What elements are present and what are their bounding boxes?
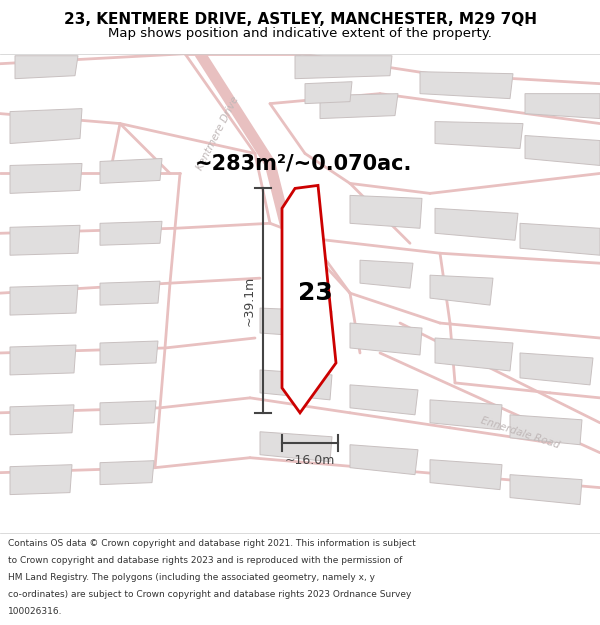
Polygon shape: [100, 401, 156, 425]
Polygon shape: [435, 338, 513, 371]
Polygon shape: [15, 56, 78, 79]
Polygon shape: [10, 405, 74, 435]
Polygon shape: [10, 225, 80, 255]
Text: HM Land Registry. The polygons (including the associated geometry, namely x, y: HM Land Registry. The polygons (includin…: [8, 573, 375, 582]
Polygon shape: [435, 122, 523, 149]
Polygon shape: [100, 281, 160, 305]
Polygon shape: [520, 223, 600, 255]
Polygon shape: [282, 186, 336, 412]
Polygon shape: [100, 221, 162, 245]
Text: Contains OS data © Crown copyright and database right 2021. This information is : Contains OS data © Crown copyright and d…: [8, 539, 416, 548]
Text: ~39.1m: ~39.1m: [242, 276, 256, 326]
Polygon shape: [10, 109, 82, 144]
Polygon shape: [360, 260, 413, 288]
Polygon shape: [10, 345, 76, 375]
Polygon shape: [520, 353, 593, 385]
Polygon shape: [430, 460, 502, 489]
Text: Ennerdale Road: Ennerdale Road: [479, 415, 561, 450]
Polygon shape: [10, 285, 78, 315]
Text: Map shows position and indicative extent of the property.: Map shows position and indicative extent…: [108, 28, 492, 40]
Polygon shape: [350, 196, 422, 228]
Polygon shape: [100, 341, 158, 365]
Text: ~16.0m: ~16.0m: [285, 454, 335, 468]
Text: 23: 23: [298, 281, 332, 305]
Polygon shape: [260, 308, 332, 338]
Text: co-ordinates) are subject to Crown copyright and database rights 2023 Ordnance S: co-ordinates) are subject to Crown copyr…: [8, 590, 411, 599]
Text: ~283m²/~0.070ac.: ~283m²/~0.070ac.: [195, 154, 412, 174]
Polygon shape: [430, 400, 502, 430]
Polygon shape: [350, 445, 418, 474]
Text: Kentmere Drive: Kentmere Drive: [195, 95, 241, 172]
Polygon shape: [100, 159, 162, 183]
Polygon shape: [260, 432, 332, 462]
Polygon shape: [435, 208, 518, 240]
Polygon shape: [320, 94, 398, 119]
Polygon shape: [305, 82, 352, 104]
Text: 23, KENTMERE DRIVE, ASTLEY, MANCHESTER, M29 7QH: 23, KENTMERE DRIVE, ASTLEY, MANCHESTER, …: [64, 12, 536, 27]
Polygon shape: [350, 323, 422, 355]
Polygon shape: [430, 275, 493, 305]
Polygon shape: [525, 136, 600, 166]
Polygon shape: [295, 56, 392, 79]
Polygon shape: [350, 385, 418, 415]
Polygon shape: [260, 370, 332, 400]
Polygon shape: [525, 94, 600, 119]
Polygon shape: [10, 164, 82, 193]
Text: 100026316.: 100026316.: [8, 608, 62, 616]
Polygon shape: [10, 464, 72, 494]
Text: to Crown copyright and database rights 2023 and is reproduced with the permissio: to Crown copyright and database rights 2…: [8, 556, 402, 565]
Polygon shape: [510, 474, 582, 504]
Polygon shape: [100, 461, 154, 484]
Polygon shape: [510, 415, 582, 445]
Polygon shape: [420, 72, 513, 99]
